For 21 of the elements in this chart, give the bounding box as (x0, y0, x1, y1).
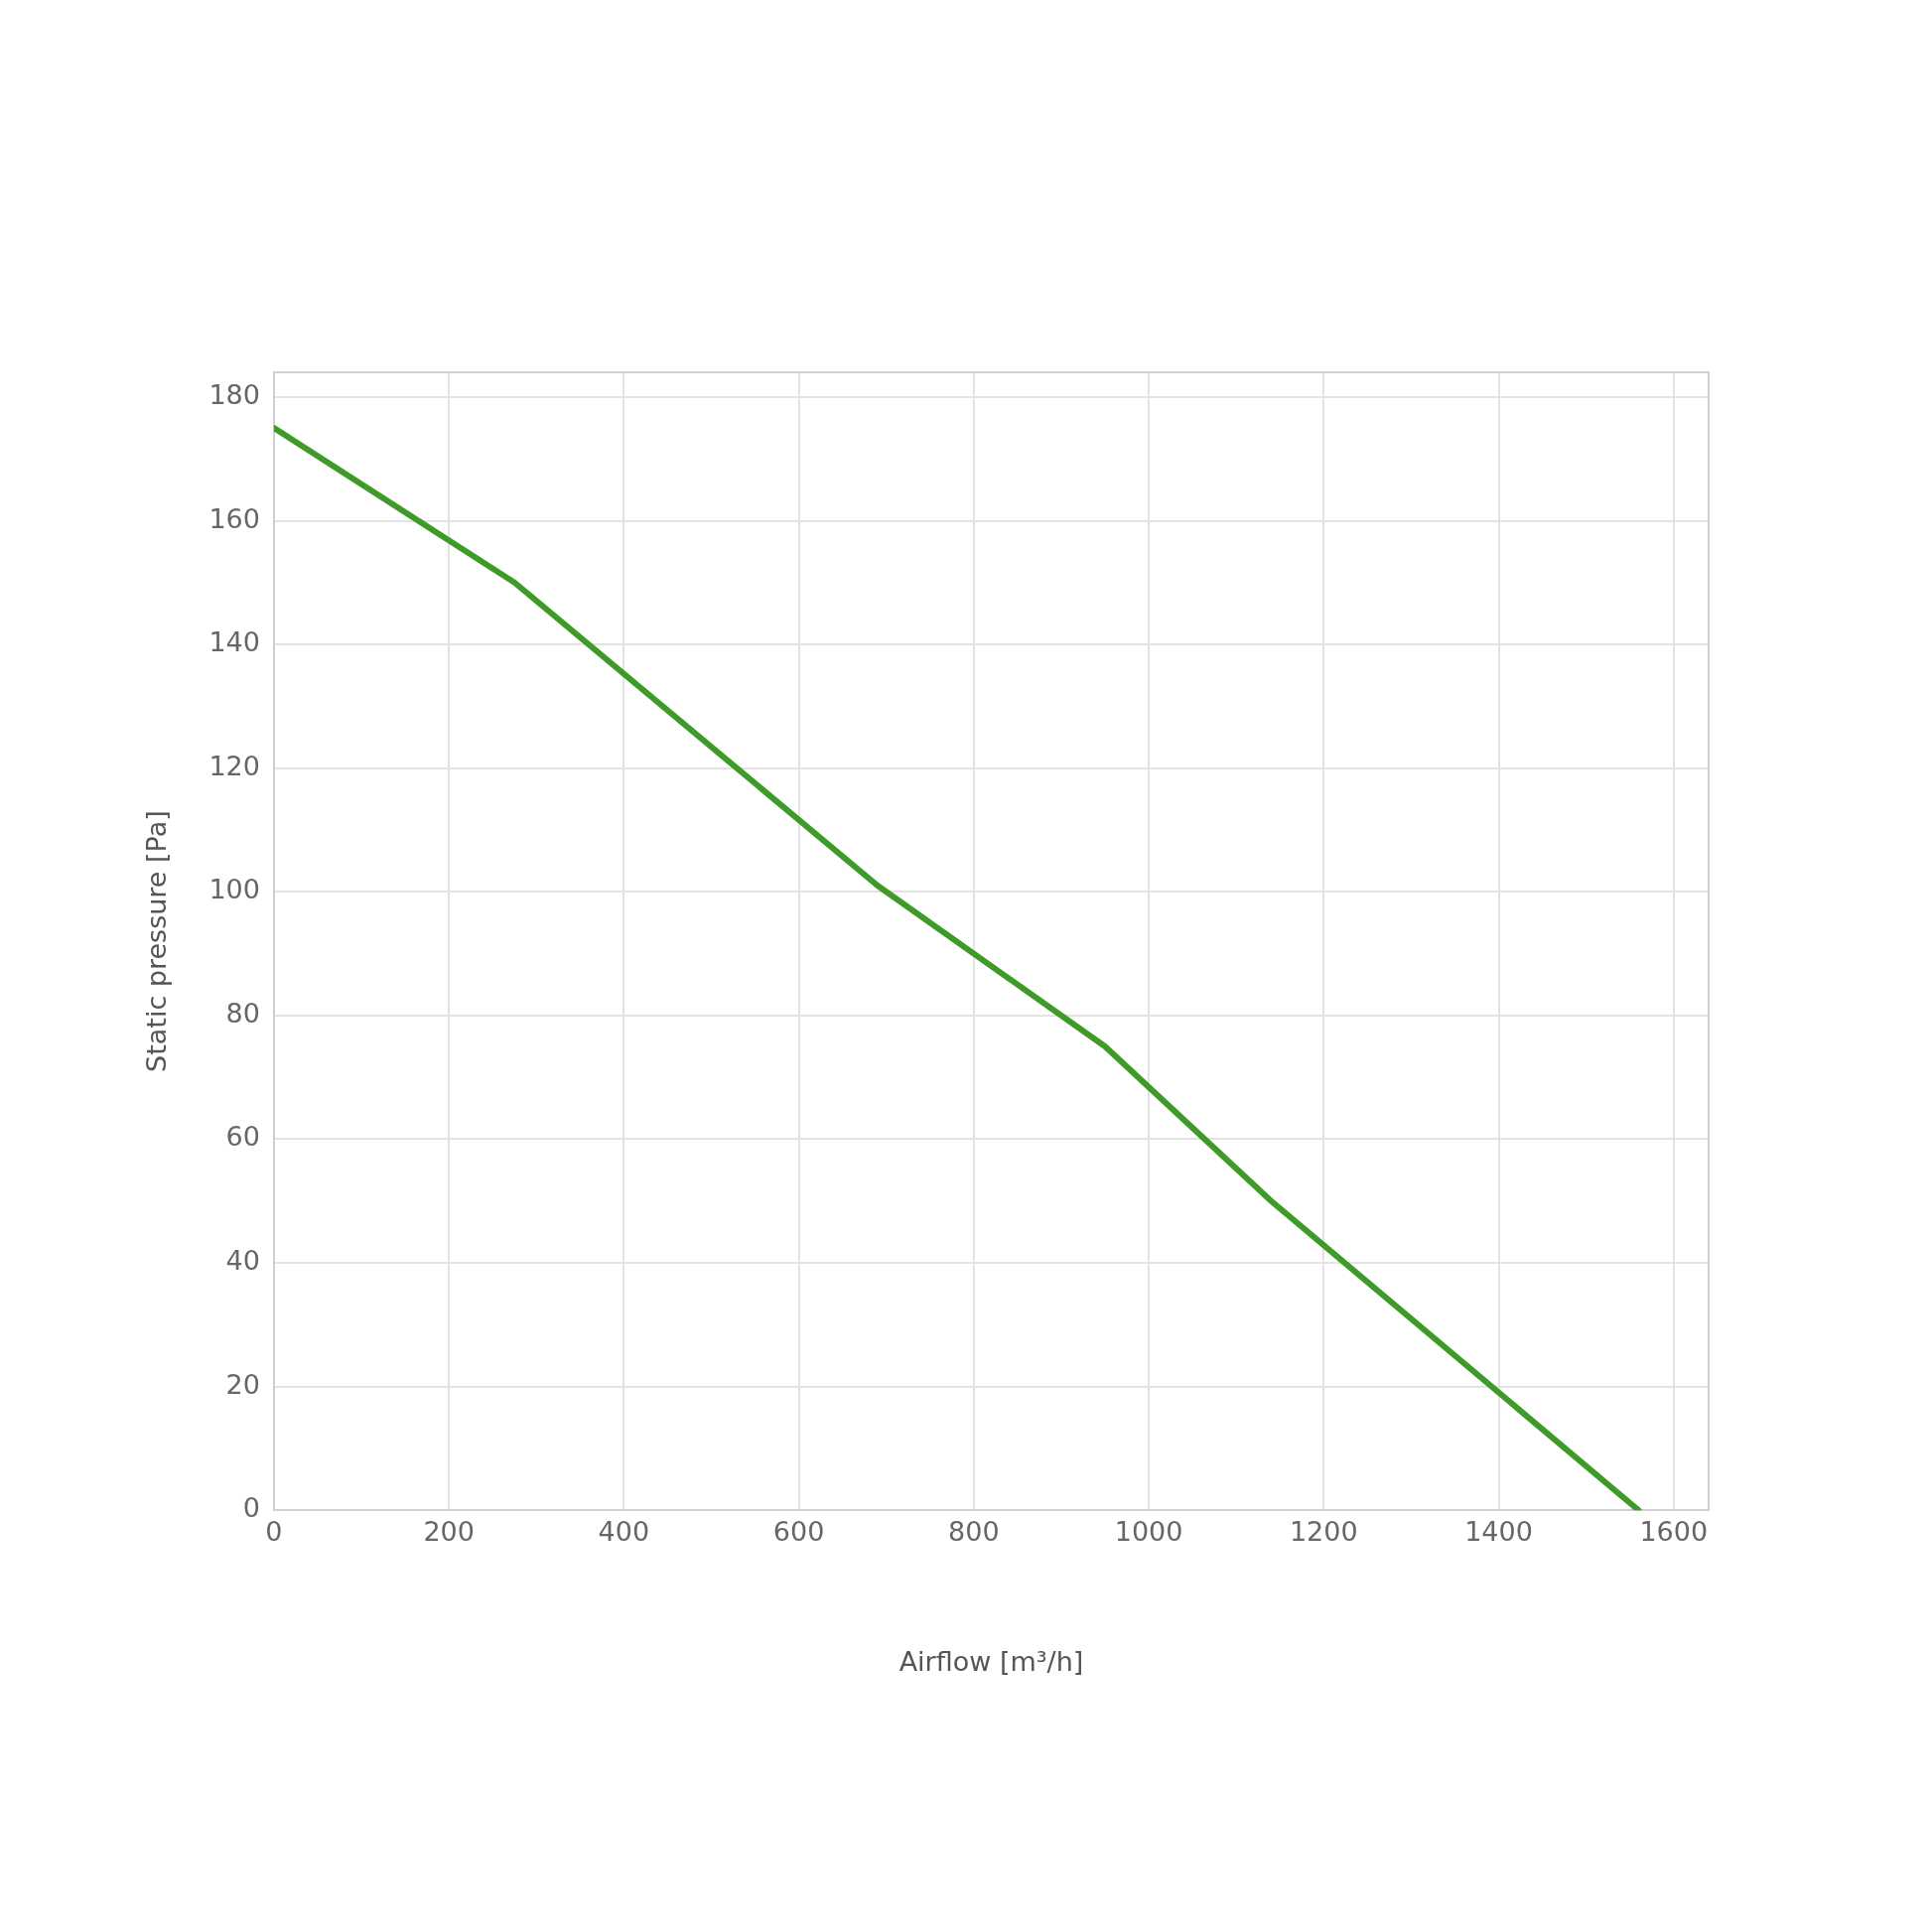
y-tick-label: 80 (225, 997, 260, 1029)
x-tick-label: 200 (423, 1516, 475, 1548)
x-tick-label: 800 (948, 1516, 1000, 1548)
y-axis-title: Static pressure [Pa] (141, 810, 173, 1072)
y-tick-label: 180 (208, 378, 260, 410)
x-tick-label: 1400 (1464, 1516, 1533, 1548)
x-tick-label: 600 (772, 1516, 825, 1548)
y-tick-label: 0 (242, 1492, 260, 1524)
x-tick-label: 1200 (1289, 1516, 1358, 1548)
x-tick-label: 1600 (1639, 1516, 1709, 1548)
y-tick-label: 140 (208, 626, 260, 658)
y-tick-label: 100 (208, 874, 260, 905)
x-axis-title: Airflow [m³/h] (898, 1645, 1084, 1677)
y-tick-label: 120 (208, 750, 260, 781)
x-tick-label: 400 (598, 1516, 650, 1548)
y-tick-label: 160 (208, 502, 260, 534)
x-tick-label: 0 (265, 1516, 283, 1548)
y-tick-label: 60 (225, 1121, 260, 1153)
y-tick-label: 40 (225, 1245, 260, 1277)
y-tick-label: 20 (225, 1368, 260, 1400)
x-tick-label: 1000 (1114, 1516, 1183, 1548)
